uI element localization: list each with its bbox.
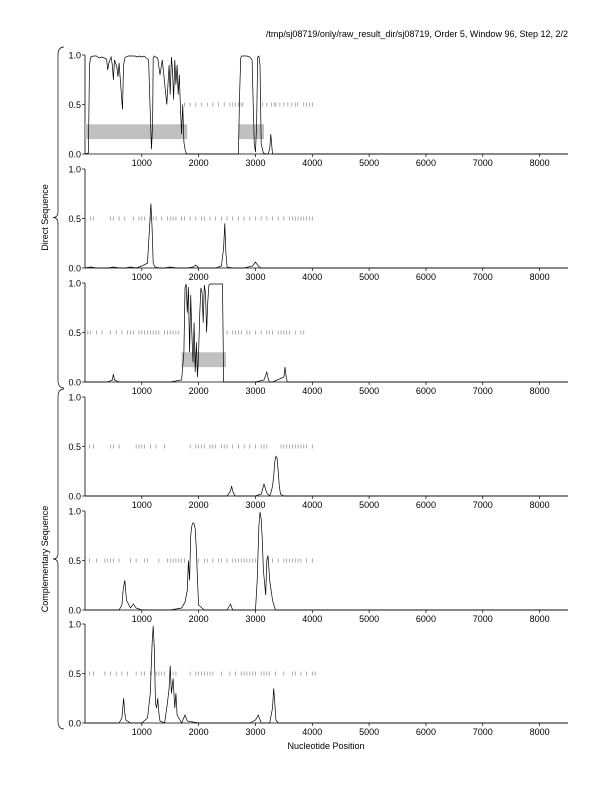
x-tick-label: 8000 (530, 386, 550, 396)
x-tick-label: 3000 (245, 727, 265, 737)
series-line (85, 511, 568, 611)
x-tick-label: 2000 (189, 500, 209, 510)
group-brace (52, 46, 65, 389)
y-tick-label: 0.0 (68, 264, 81, 274)
y-tick-label: 0.0 (68, 378, 81, 388)
figure-title: /tmp/sj08719/only/raw_result_dir/sj08719… (266, 29, 568, 39)
series-line (85, 283, 568, 383)
series-line (84, 55, 568, 155)
sequence-group: Direct Sequence (40, 46, 65, 389)
x-tick-label: 6000 (416, 158, 436, 168)
x-tick-label: 1000 (132, 272, 152, 282)
panel-3: 0.0 0.5 1.0 1000 2000 3000 4000 5000 6000 7000 800… (68, 279, 568, 396)
x-tick-label: 8000 (530, 500, 550, 510)
y-tick-label: 0.0 (68, 719, 81, 729)
x-tick-label: 1000 (132, 158, 152, 168)
y-tick-label: 0.5 (68, 442, 81, 452)
x-tick-label: 7000 (473, 272, 493, 282)
group-brace (52, 388, 65, 730)
x-tick-label: 3000 (245, 614, 265, 624)
x-axis-label: Nucleotide Position (287, 741, 364, 751)
panel-6: 0.0 0.5 1.0 1000 2000 3000 4000 5000 6000 7000 800… (68, 620, 568, 737)
x-tick-label: 2000 (189, 614, 209, 624)
x-tick-label: 4000 (302, 386, 322, 396)
y-tick-label: 1.0 (68, 620, 81, 630)
x-tick-label: 8000 (530, 727, 550, 737)
y-tick-label: 1.0 (68, 51, 81, 61)
series-line (84, 203, 568, 269)
x-tick-label: 1000 (132, 386, 152, 396)
group-label: Direct Sequence (40, 184, 50, 251)
x-tick-label: 4000 (302, 727, 322, 737)
x-tick-label: 2000 (189, 727, 209, 737)
y-tick-label: 0.5 (68, 100, 81, 110)
y-tick-label: 0.5 (68, 214, 81, 224)
y-tick-label: 0.0 (68, 606, 81, 616)
x-tick-label: 4000 (302, 500, 322, 510)
y-tick-label: 0.5 (68, 669, 81, 679)
x-tick-label: 8000 (530, 614, 550, 624)
x-tick-label: 5000 (359, 386, 379, 396)
x-tick-label: 5000 (359, 727, 379, 737)
x-tick-label: 4000 (302, 272, 322, 282)
x-tick-label: 6000 (416, 727, 436, 737)
x-tick-label: 3000 (245, 158, 265, 168)
x-tick-label: 6000 (416, 386, 436, 396)
x-tick-label: 4000 (302, 614, 322, 624)
x-tick-label: 2000 (189, 158, 209, 168)
x-tick-label: 3000 (245, 386, 265, 396)
group-label: Complementary Sequence (40, 506, 50, 613)
x-tick-label: 8000 (530, 272, 550, 282)
gene-bar (238, 124, 264, 140)
x-tick-label: 1000 (132, 614, 152, 624)
sequence-groups: Direct Sequence Complementary Sequence (40, 46, 65, 730)
x-tick-label: 5000 (359, 614, 379, 624)
y-tick-label: 0.5 (68, 556, 81, 566)
x-tick-label: 7000 (473, 727, 493, 737)
series-line (85, 455, 568, 497)
x-tick-label: 2000 (189, 386, 209, 396)
x-tick-label: 4000 (302, 158, 322, 168)
x-tick-label: 2000 (189, 272, 209, 282)
y-tick-label: 0.5 (68, 328, 81, 338)
y-tick-label: 1.0 (68, 279, 81, 289)
x-tick-label: 6000 (416, 500, 436, 510)
gene-bar (181, 352, 226, 368)
panel-1: 0.0 0.5 1.0 1000 2000 3000 4000 5000 6000 7000 800… (68, 51, 568, 168)
x-tick-label: 7000 (473, 158, 493, 168)
panels: 0.0 0.5 1.0 1000 2000 3000 4000 5000 6000 7000 800… (68, 51, 568, 737)
series-line (85, 625, 568, 724)
x-tick-label: 5000 (359, 272, 379, 282)
x-tick-label: 5000 (359, 500, 379, 510)
y-tick-label: 0.0 (68, 492, 81, 502)
x-tick-label: 3000 (245, 500, 265, 510)
x-tick-label: 5000 (359, 158, 379, 168)
x-tick-label: 8000 (530, 158, 550, 168)
y-tick-label: 1.0 (68, 393, 81, 403)
panel-4: 0.0 0.5 1.0 1000 2000 3000 4000 5000 6000 7000 800… (68, 393, 568, 510)
y-tick-label: 1.0 (68, 507, 81, 517)
x-tick-label: 7000 (473, 614, 493, 624)
x-tick-label: 7000 (473, 500, 493, 510)
y-tick-label: 0.0 (68, 150, 81, 160)
x-tick-label: 6000 (416, 614, 436, 624)
x-tick-label: 7000 (473, 386, 493, 396)
panel-2: 0.0 0.5 1.0 1000 2000 3000 4000 5000 6000 7000 800… (68, 165, 568, 282)
x-tick-label: 1000 (132, 727, 152, 737)
panel-5: 0.0 0.5 1.0 1000 2000 3000 4000 5000 6000 7000 800… (68, 507, 568, 624)
x-tick-label: 1000 (132, 500, 152, 510)
x-tick-label: 3000 (245, 272, 265, 282)
x-tick-label: 6000 (416, 272, 436, 282)
y-tick-label: 1.0 (68, 165, 81, 175)
sequence-group: Complementary Sequence (40, 388, 65, 730)
gene-bar (85, 124, 188, 140)
